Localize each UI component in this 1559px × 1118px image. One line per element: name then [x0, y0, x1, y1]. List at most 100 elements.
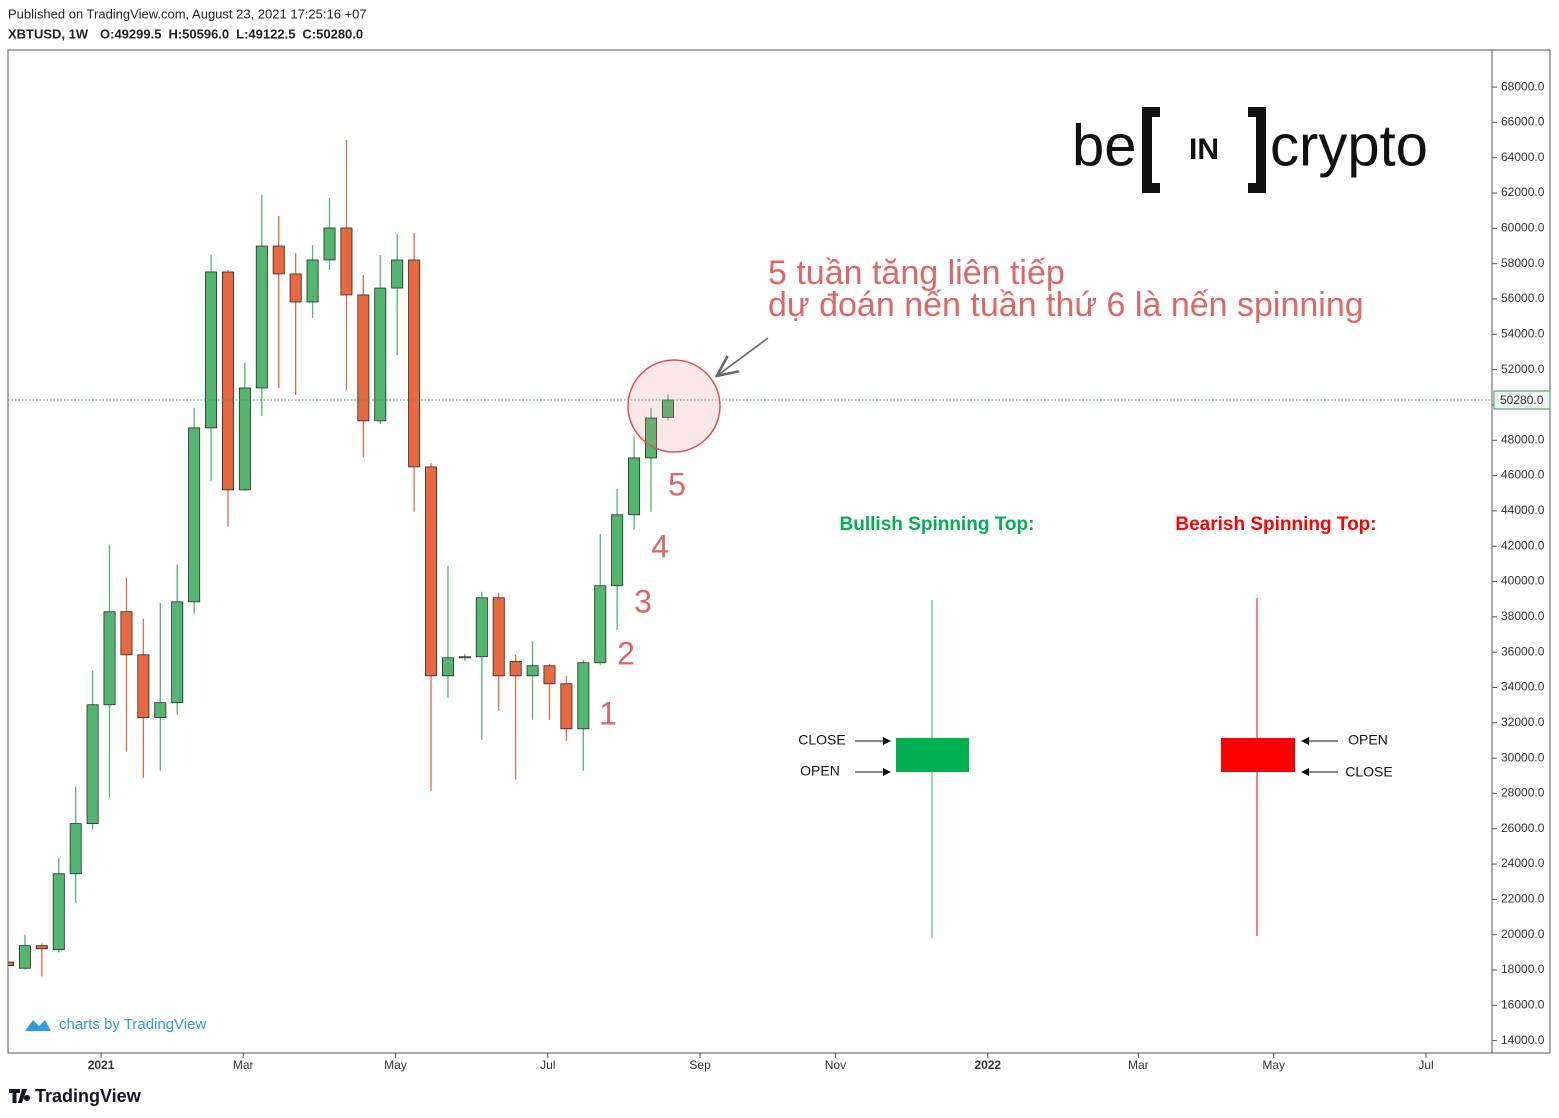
x-tick-label: Nov: [825, 1058, 846, 1072]
body: [8, 961, 14, 966]
body: [441, 657, 454, 677]
body: [35, 945, 48, 950]
y-tick-label: 38000.0: [1501, 609, 1545, 623]
x-tick-label: Mar: [1128, 1058, 1149, 1072]
body: [103, 611, 116, 706]
y-tick-label: 52000.0: [1501, 362, 1545, 376]
y-tick-label: 28000.0: [1501, 786, 1545, 800]
body: [543, 665, 556, 685]
ohlc-value: H:50596.0: [168, 26, 229, 41]
body: [306, 259, 319, 303]
y-tick-label: 24000.0: [1501, 856, 1545, 870]
body: [1221, 738, 1295, 772]
y-tick-label: 42000.0: [1501, 538, 1545, 552]
body: [577, 662, 590, 730]
body: [492, 597, 505, 677]
body: [374, 287, 387, 422]
body: [69, 823, 82, 875]
body: [255, 245, 268, 389]
y-tick-label: 48000.0: [1501, 432, 1545, 446]
plot: [8, 140, 1492, 977]
body: [52, 873, 65, 951]
body: [560, 683, 573, 730]
y-tick-label: 66000.0: [1501, 115, 1545, 129]
y-tick-label: 26000.0: [1501, 821, 1545, 835]
body: [896, 738, 969, 772]
footer-text: TradingView: [35, 1086, 142, 1106]
symbol-header: XBTUSD, 1W O:49299.5 H:50596.0 L:49122.5 C:…: [8, 26, 363, 41]
y-tick-label: 64000.0: [1501, 150, 1545, 164]
diagram-label: CLOSE: [798, 732, 845, 748]
watermark-icon: [25, 1020, 51, 1031]
y-tick-label: 36000.0: [1501, 644, 1545, 658]
y-tick-label: 44000.0: [1501, 503, 1545, 517]
y-tick-label: 20000.0: [1501, 927, 1545, 941]
highlight-circle: [627, 359, 721, 453]
x-tick-label: 2021: [88, 1058, 115, 1072]
body: [188, 427, 201, 603]
watermark-text: charts by TradingView: [59, 1016, 206, 1033]
week-label: 4: [651, 528, 669, 564]
published: Published on TradingView.com, August 23,…: [8, 6, 367, 21]
body: [137, 654, 150, 719]
ohlc-value: L:49122.5: [236, 26, 295, 41]
body: [86, 704, 99, 825]
body: [154, 702, 167, 719]
diagram-title: Bearish Spinning Top:: [1175, 514, 1376, 535]
x-tick-label: Mar: [233, 1058, 254, 1072]
last-price-label: 50280.0: [1500, 393, 1544, 407]
x-tick-label: Jul: [540, 1058, 555, 1072]
y-tick-label: 34000.0: [1501, 680, 1545, 694]
y-tick-label: 40000.0: [1501, 574, 1545, 588]
logo-be: be: [1072, 113, 1137, 178]
body: [391, 259, 404, 289]
body: [18, 945, 31, 969]
axes: 14000.016000.018000.020000.022000.024000…: [88, 79, 1551, 1072]
logo-crypto: crypto: [1270, 113, 1428, 178]
ohlc-value: O:49299.5: [100, 26, 161, 41]
body: [408, 259, 421, 468]
logo: be IN crypto: [1072, 107, 1428, 193]
bearish-diagram: Bearish Spinning Top: OPEN CLOSE: [1175, 514, 1393, 936]
body: [526, 665, 539, 677]
y-tick-label: 68000.0: [1501, 79, 1545, 93]
body: [475, 597, 488, 658]
y-tick-label: 32000.0: [1501, 715, 1545, 729]
week-label: 2: [617, 635, 635, 671]
x-tick-label: 2022: [974, 1058, 1001, 1072]
body: [289, 273, 302, 303]
diagram-label: OPEN: [800, 763, 840, 779]
body: [645, 417, 657, 459]
body: [661, 399, 674, 418]
watermark: charts by TradingView: [25, 1016, 206, 1033]
body: [171, 601, 184, 704]
x-tick-label: Sep: [689, 1058, 711, 1072]
y-tick-label: 16000.0: [1501, 997, 1545, 1011]
body: [205, 271, 218, 429]
logo-in: IN: [1189, 133, 1219, 166]
body: [611, 514, 624, 587]
ohlc-value: C:50280.0: [302, 26, 363, 41]
last-price-box: [1493, 390, 1551, 410]
body: [357, 294, 370, 422]
y-tick-label: 46000.0: [1501, 468, 1545, 482]
body: [221, 271, 234, 491]
frame: [7, 49, 1551, 1054]
body: [272, 245, 285, 275]
diagram-label: OPEN: [1348, 732, 1388, 748]
week-label: 5: [668, 466, 686, 502]
diagram-label: CLOSE: [1345, 764, 1392, 780]
y-tick-label: 54000.0: [1501, 326, 1545, 340]
body: [594, 585, 607, 664]
bullish-diagram: Bullish Spinning Top: CLOSE OPEN: [798, 514, 1034, 938]
y-tick-label: 22000.0: [1501, 892, 1545, 906]
body: [323, 227, 336, 261]
body: [628, 457, 641, 516]
body: [425, 466, 438, 677]
x-tick-label: Jul: [1418, 1058, 1433, 1072]
week-label: 3: [634, 583, 652, 619]
diagram-title: Bullish Spinning Top:: [840, 514, 1035, 535]
week-label: 1: [599, 695, 617, 731]
body: [238, 387, 251, 491]
